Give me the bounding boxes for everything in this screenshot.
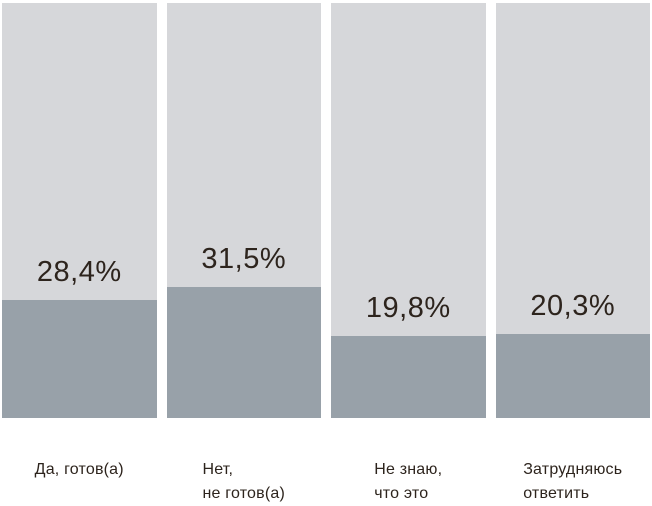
bar-fill <box>166 287 321 418</box>
category-label: Затрудняюсь ответить <box>496 458 651 506</box>
value-label: 28,4% <box>36 256 122 289</box>
category-label: Да, готов(а) <box>2 458 157 506</box>
bar-fill <box>2 300 157 418</box>
category-label-text: Нет, не готов(а) <box>202 461 285 502</box>
bar-fill <box>495 333 650 418</box>
value-label: 19,8% <box>365 291 451 324</box>
labels-row: Да, готов(а) Нет, не готов(а) Не знаю, ч… <box>2 458 650 506</box>
category-label: Нет, не готов(а) <box>167 458 322 506</box>
category-label-text: Да, готов(а) <box>34 461 124 478</box>
bar-column: 28,4% <box>2 3 157 418</box>
category-label-text: Не знаю, что это <box>374 461 443 502</box>
bar-column: 31,5% <box>166 3 321 418</box>
value-label: 31,5% <box>201 243 287 276</box>
bar-column: 20,3% <box>495 3 650 418</box>
category-label: Не знаю, что это <box>331 458 486 506</box>
value-label: 20,3% <box>530 289 616 322</box>
category-label-text: Затрудняюсь ответить <box>523 461 623 502</box>
bar-fill <box>331 335 486 418</box>
bar-column: 19,8% <box>331 3 486 418</box>
bars-row: 28,4% 31,5% 19,8% 20,3% <box>2 3 650 418</box>
